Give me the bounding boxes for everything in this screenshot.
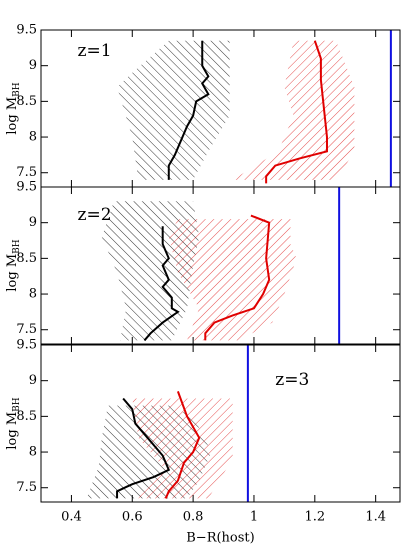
plot-frame xyxy=(40,186,401,345)
line xyxy=(265,40,328,184)
line xyxy=(164,391,201,499)
y-tick-label: 9.5 xyxy=(16,180,37,195)
line xyxy=(116,397,171,499)
y-tick-label: 8 xyxy=(29,287,37,302)
line xyxy=(143,226,180,342)
line xyxy=(167,40,210,180)
y-tick-label: 7.5 xyxy=(16,480,37,495)
y-tick-label: 8.5 xyxy=(16,94,37,109)
line xyxy=(204,214,271,341)
hatched-region xyxy=(117,40,230,180)
y-axis-label-subscript: BH xyxy=(12,239,22,254)
hatched-region xyxy=(168,219,297,341)
x-tick-label: 0.8 xyxy=(183,510,204,525)
plot-frame xyxy=(40,344,401,503)
y-tick-label: 8 xyxy=(29,130,37,145)
y-axis-label-main: log M xyxy=(5,412,20,450)
hatched-region xyxy=(232,40,355,180)
annotation: z=3 xyxy=(275,370,309,390)
y-tick-label: 9 xyxy=(29,58,37,73)
x-tick-label: 1.4 xyxy=(365,510,386,525)
y-tick-label: 8.5 xyxy=(16,251,37,266)
y-tick-label: 8.5 xyxy=(16,409,37,424)
y-tick-label: 9 xyxy=(29,215,37,230)
y-axis-label-main: log M xyxy=(5,97,20,135)
y-axis-label-subscript: BH xyxy=(12,82,22,97)
y-axis-label-subscript: BH xyxy=(12,397,22,412)
annotation: z=2 xyxy=(78,205,112,225)
y-tick-label: 9.5 xyxy=(16,23,37,38)
y-tick-label: 9 xyxy=(29,373,37,388)
y-tick-label: 7.5 xyxy=(16,165,37,180)
x-tick-label: 1.2 xyxy=(304,510,325,525)
y-axis-label: log MBH xyxy=(5,82,22,134)
y-tick-label: 8 xyxy=(29,445,37,460)
y-axis-label: log MBH xyxy=(5,397,22,449)
x-axis-label: B−R(host) xyxy=(186,531,254,546)
annotation: z=1 xyxy=(78,41,112,61)
y-tick-label: 7.5 xyxy=(16,322,37,337)
y-axis-label-main: log M xyxy=(5,254,20,292)
y-tick-label: 9.5 xyxy=(16,338,37,353)
y-axis-label: log MBH xyxy=(5,239,22,291)
x-tick-label: 0.4 xyxy=(61,510,82,525)
x-tick-label: 1 xyxy=(250,510,258,525)
x-tick-label: 0.6 xyxy=(122,510,143,525)
hatched-region xyxy=(132,398,233,499)
